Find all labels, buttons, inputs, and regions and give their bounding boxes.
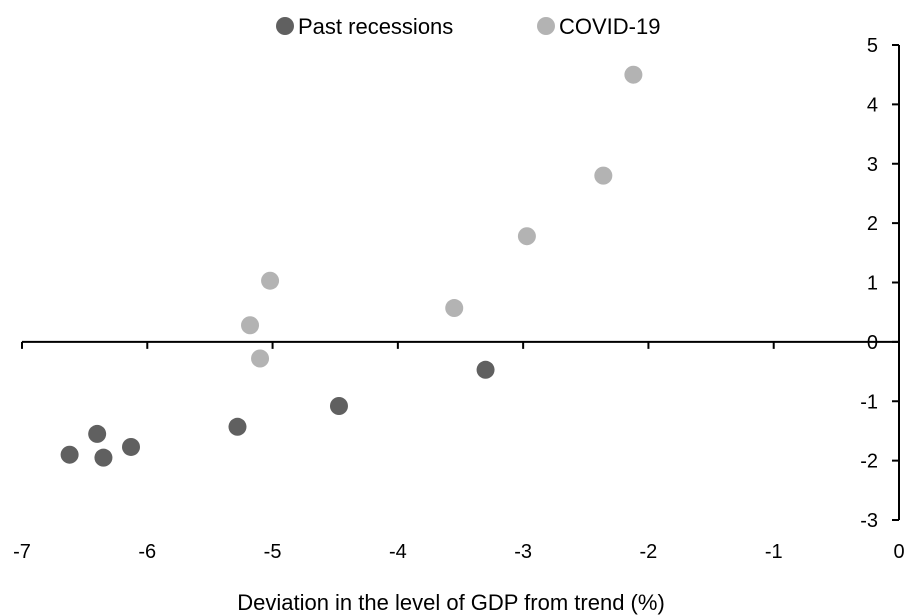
legend: Past recessions COVID-19	[276, 14, 660, 39]
past-recession-point	[121, 437, 140, 456]
x-axis-title: Deviation in the level of GDP from trend…	[237, 590, 665, 615]
covid-19-point	[517, 227, 536, 246]
x-axis: -7 -6 -5 -4 -3 -2 -1 0	[13, 341, 905, 563]
legend-marker	[276, 17, 294, 35]
x-tick-label: -6	[138, 541, 156, 563]
y-tick-label: 5	[867, 35, 878, 57]
past-recession-point	[60, 445, 79, 464]
axes	[22, 45, 900, 520]
legend-label: COVID-19	[559, 14, 660, 39]
x-tick-label: -7	[13, 541, 31, 563]
x-tick-label: -4	[389, 541, 407, 563]
covid-19-point	[594, 166, 613, 185]
y-tick-label: 0	[867, 332, 878, 354]
past-recession-point	[476, 360, 495, 379]
x-tick-label: -3	[514, 541, 532, 563]
past-recession-point	[94, 448, 113, 467]
past-recession-point	[329, 397, 348, 415]
legend-label: Past recessions	[298, 14, 453, 39]
x-tick-label: -2	[640, 541, 658, 563]
legend-marker	[537, 17, 555, 35]
covid-19-point	[624, 65, 643, 84]
x-tick-label: -5	[264, 541, 282, 563]
covid-19-point	[251, 349, 270, 368]
y-tick-label: -2	[860, 451, 878, 473]
y-tick-label: -3	[860, 510, 878, 532]
y-tick-label: 3	[867, 154, 878, 176]
covid-19-point	[445, 299, 464, 318]
covid-19-point	[261, 271, 280, 290]
data-points	[60, 65, 643, 467]
x-tick-label: -1	[765, 541, 783, 563]
past-recession-point	[228, 417, 247, 436]
y-tick-label: -1	[860, 391, 878, 413]
y-tick-label: 4	[867, 94, 878, 116]
x-tick-label: 0	[893, 541, 904, 563]
past-recession-point	[88, 424, 107, 443]
y-tick-label: 2	[867, 213, 878, 235]
covid-19-point	[241, 316, 260, 335]
y-axis: 5 4 3 2 1 0 -1 -2 -3	[860, 35, 899, 532]
y-tick-label: 1	[867, 273, 878, 295]
